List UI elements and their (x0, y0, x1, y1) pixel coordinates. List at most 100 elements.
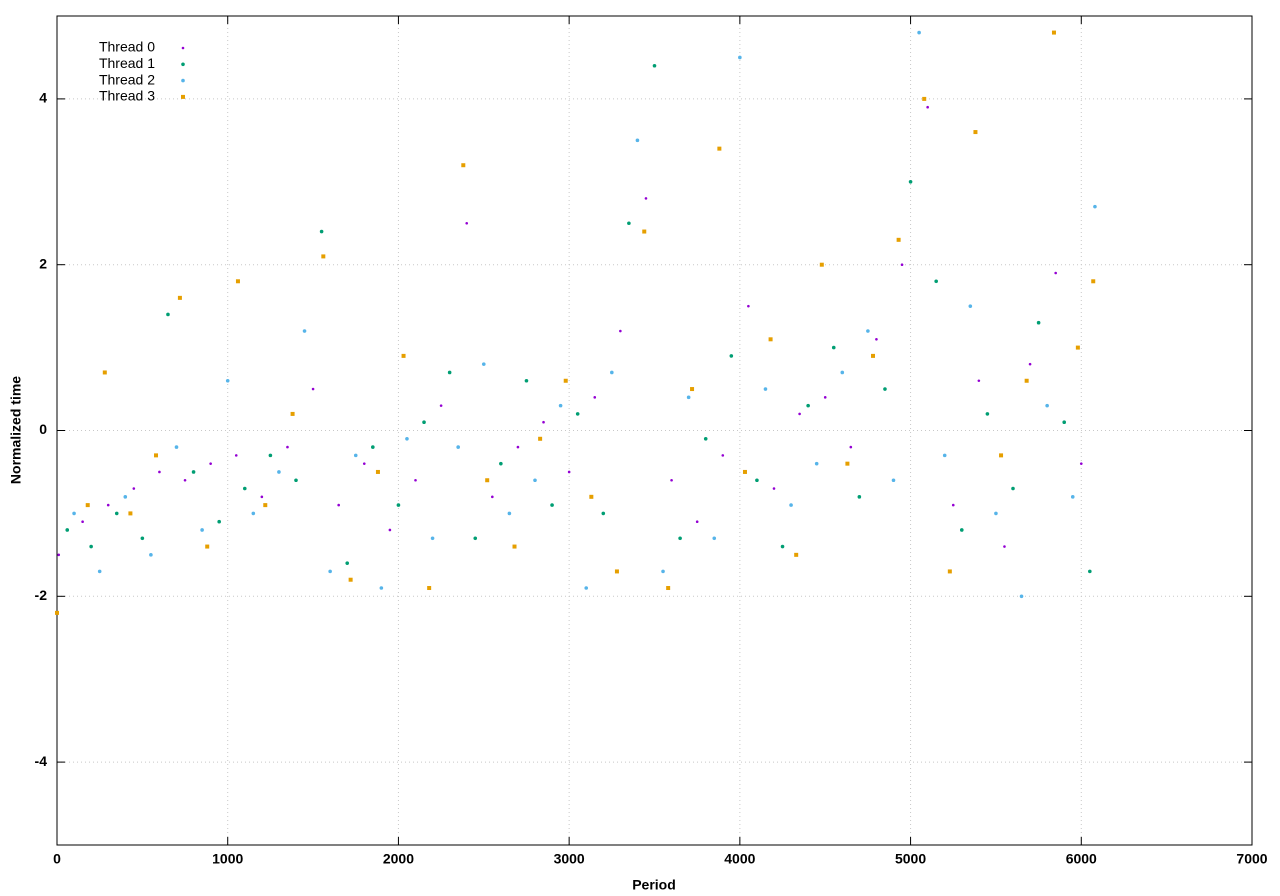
point (485, 478, 490, 483)
point (177, 295, 182, 300)
point (686, 395, 691, 400)
point (97, 569, 102, 574)
point (57, 553, 61, 557)
point (1045, 403, 1049, 408)
plot-frame (56, 15, 1253, 846)
point (154, 453, 159, 458)
point (747, 304, 750, 308)
point (149, 553, 153, 557)
legend-marker (181, 46, 185, 50)
point (286, 445, 289, 449)
point (900, 263, 904, 267)
point (627, 221, 631, 226)
point (917, 30, 921, 35)
point (209, 462, 212, 465)
point (166, 312, 170, 317)
point (430, 536, 435, 541)
point (772, 487, 776, 490)
point (798, 412, 801, 416)
point (845, 461, 850, 466)
point (959, 528, 964, 532)
point (217, 519, 221, 524)
point (738, 55, 742, 60)
point (251, 511, 256, 516)
point (55, 610, 59, 615)
point (814, 461, 819, 466)
point (65, 528, 70, 532)
point (205, 544, 210, 549)
point (823, 396, 827, 399)
legend-label: Thread 1 (99, 55, 155, 71)
point (942, 453, 947, 458)
point (1093, 204, 1097, 209)
point (319, 229, 324, 234)
point (1019, 594, 1024, 599)
y-tick-label: 2 (39, 255, 47, 271)
point (619, 329, 622, 333)
point (755, 478, 759, 483)
point (396, 503, 401, 507)
point (670, 478, 673, 482)
point (499, 461, 503, 466)
point (717, 146, 722, 151)
point (866, 329, 870, 333)
point (401, 353, 406, 358)
point (89, 544, 93, 549)
point (973, 130, 978, 135)
point (806, 403, 810, 408)
point (507, 511, 512, 516)
legend-marker (181, 94, 185, 99)
point (524, 378, 529, 383)
point (81, 520, 84, 523)
point (563, 378, 568, 383)
point (447, 370, 452, 375)
point (896, 237, 901, 242)
point (575, 412, 580, 416)
point (819, 262, 824, 267)
point (926, 105, 929, 109)
point (461, 163, 466, 168)
point (593, 396, 597, 399)
point (550, 503, 554, 507)
point (934, 279, 938, 284)
point (558, 403, 563, 408)
point (1088, 569, 1092, 574)
point (542, 420, 545, 424)
point (277, 470, 281, 474)
point (302, 329, 307, 333)
point (703, 436, 708, 441)
point (857, 495, 862, 499)
point (729, 354, 734, 358)
point (742, 469, 747, 474)
point (1024, 378, 1029, 383)
point (362, 462, 366, 465)
point (123, 495, 128, 499)
point (191, 470, 196, 474)
point (263, 503, 268, 508)
point (242, 486, 247, 491)
point (661, 569, 665, 574)
point (721, 454, 725, 457)
point (140, 536, 145, 541)
point (311, 387, 315, 391)
point (328, 569, 332, 574)
point (439, 404, 443, 407)
legend-label: Thread 2 (99, 71, 155, 87)
point (614, 569, 619, 574)
point (985, 412, 990, 416)
point (871, 353, 876, 358)
point (1028, 362, 1032, 366)
point (85, 503, 90, 508)
point (1051, 30, 1056, 35)
point (473, 536, 478, 541)
point (908, 180, 913, 184)
point (345, 561, 350, 565)
point (794, 552, 799, 557)
point (644, 197, 648, 200)
x-tick-label: 2000 (383, 851, 414, 867)
point (849, 445, 853, 449)
point (491, 495, 494, 499)
y-tick-label: -2 (35, 587, 48, 603)
point (465, 221, 469, 225)
point (174, 445, 179, 449)
